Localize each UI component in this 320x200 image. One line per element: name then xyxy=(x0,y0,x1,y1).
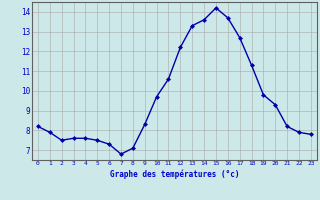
X-axis label: Graphe des températures (°c): Graphe des températures (°c) xyxy=(110,169,239,179)
